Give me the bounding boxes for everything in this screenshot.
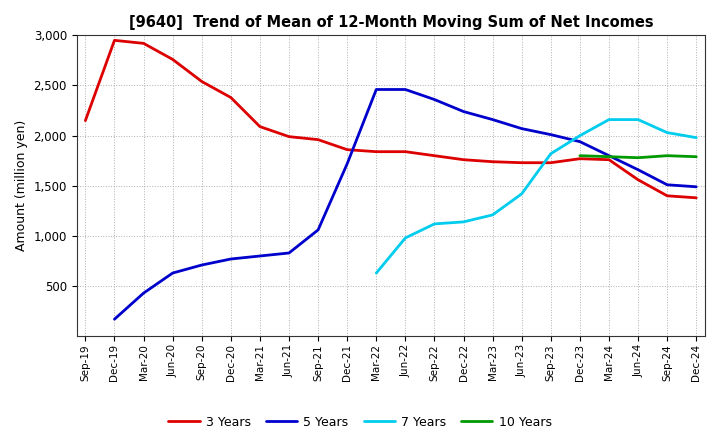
7 Years [575,133,584,138]
3 Years [459,157,468,162]
5 Years [692,184,701,190]
3 Years [81,118,90,123]
7 Years [518,191,526,196]
3 Years [168,57,177,62]
3 Years [139,41,148,46]
7 Years [634,117,642,122]
3 Years [575,156,584,161]
5 Years [256,253,264,259]
3 Years [256,124,264,129]
5 Years [605,153,613,158]
5 Years [227,257,235,262]
5 Years [343,161,351,166]
10 Years [634,155,642,160]
5 Years [663,182,672,187]
10 Years [663,153,672,158]
Title: [9640]  Trend of Mean of 12-Month Moving Sum of Net Incomes: [9640] Trend of Mean of 12-Month Moving … [128,15,653,30]
3 Years [488,159,497,165]
3 Years [692,195,701,201]
3 Years [634,177,642,183]
3 Years [343,147,351,152]
5 Years [139,290,148,296]
5 Years [168,271,177,276]
3 Years [197,79,206,84]
7 Years [546,151,555,156]
5 Years [430,97,438,102]
3 Years [401,149,410,154]
5 Years [575,139,584,144]
3 Years [372,149,381,154]
Legend: 3 Years, 5 Years, 7 Years, 10 Years: 3 Years, 5 Years, 7 Years, 10 Years [163,411,557,434]
5 Years [372,87,381,92]
10 Years [605,154,613,159]
Y-axis label: Amount (million yen): Amount (million yen) [15,120,28,251]
Line: 5 Years: 5 Years [114,89,696,319]
Line: 3 Years: 3 Years [86,40,696,198]
3 Years [518,160,526,165]
5 Years [634,167,642,172]
7 Years [605,117,613,122]
5 Years [518,126,526,131]
5 Years [197,262,206,268]
3 Years [663,193,672,198]
7 Years [401,235,410,241]
5 Years [284,250,293,256]
Line: 7 Years: 7 Years [377,120,696,273]
7 Years [663,130,672,135]
3 Years [110,38,119,43]
7 Years [459,219,468,224]
3 Years [284,134,293,139]
10 Years [692,154,701,159]
3 Years [605,157,613,162]
5 Years [546,132,555,137]
5 Years [401,87,410,92]
5 Years [314,227,323,233]
10 Years [575,153,584,158]
7 Years [372,271,381,276]
7 Years [488,212,497,217]
5 Years [459,109,468,114]
5 Years [488,117,497,122]
7 Years [692,135,701,140]
Line: 10 Years: 10 Years [580,156,696,158]
3 Years [314,137,323,142]
3 Years [546,160,555,165]
3 Years [430,153,438,158]
7 Years [430,221,438,227]
3 Years [227,95,235,100]
5 Years [110,316,119,322]
